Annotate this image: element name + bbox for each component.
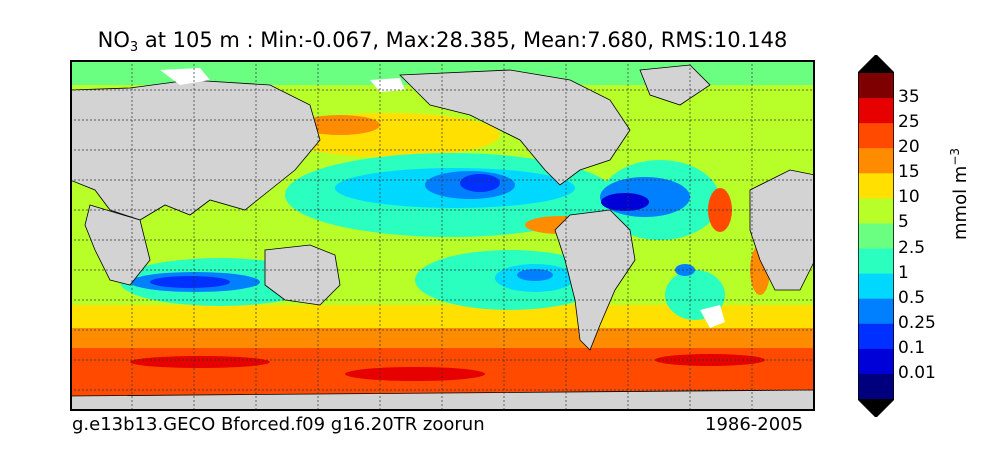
africa-east — [749, 169, 815, 291]
colorbar-tick-label: 0.01 — [898, 362, 936, 383]
colorbar-tick-label: 35 — [898, 87, 920, 108]
colorbar-tick-label: 0.25 — [898, 312, 936, 333]
north-america — [399, 69, 631, 186]
sea-ice — [160, 68, 725, 328]
southern-core-a — [130, 356, 270, 368]
australia — [264, 244, 341, 306]
colorbar-tick-label: 5 — [898, 212, 909, 233]
colorbar-segment — [858, 323, 894, 350]
ocean-map — [70, 60, 815, 411]
colorbar-segment — [858, 198, 894, 224]
colorbar-segment — [858, 273, 894, 300]
colorbar-segment — [858, 248, 894, 275]
colorbar — [857, 53, 895, 419]
colorbar-tick-label: 15 — [898, 162, 920, 183]
africa — [84, 204, 151, 286]
colorbar-segment — [858, 373, 894, 400]
colorbar-segment — [858, 123, 894, 149]
colorbar-tick-label: 1 — [898, 262, 909, 283]
colorbar-segment — [858, 73, 894, 99]
colorbar-tick-label: 25 — [898, 112, 920, 133]
south-america — [554, 209, 636, 351]
colorbar-segment — [858, 148, 894, 174]
colorbar-segment — [858, 173, 894, 199]
time-period: 1986-2005 — [705, 414, 804, 435]
colorbar-segment — [858, 298, 894, 325]
case-name: g.e13b13.GECO Bforced.f09 g16.20TR zooru… — [72, 414, 485, 435]
south-pacific-gyre-core — [517, 269, 553, 281]
colorbar-title: mmol m−3 — [948, 147, 971, 240]
map-title: NO3 at 105 m : Min:-0.067, Max:28.385, M… — [97, 28, 788, 55]
colorbar-tick-label: 0.1 — [898, 337, 926, 358]
indian-gyre-core — [150, 276, 230, 288]
colorbar-segment — [858, 348, 894, 375]
colorbar-tick-label: 10 — [898, 187, 920, 208]
southern-core-b — [345, 367, 485, 381]
north-atlantic-gyre-core — [601, 193, 649, 211]
greenland — [639, 64, 711, 106]
colorbar-segment — [858, 98, 894, 124]
north-pacific-gyre-core — [460, 174, 500, 192]
colorbar-tick-label: 2.5 — [898, 237, 926, 258]
colorbar-extend-min — [858, 399, 894, 417]
map-border — [70, 60, 815, 411]
graticule — [70, 60, 815, 411]
colorbar-tick-label: 0.5 — [898, 287, 926, 308]
colorbar-extend-max — [858, 55, 894, 73]
colorbar-segment — [858, 223, 894, 250]
colorbar-tick-label: 20 — [898, 137, 920, 158]
